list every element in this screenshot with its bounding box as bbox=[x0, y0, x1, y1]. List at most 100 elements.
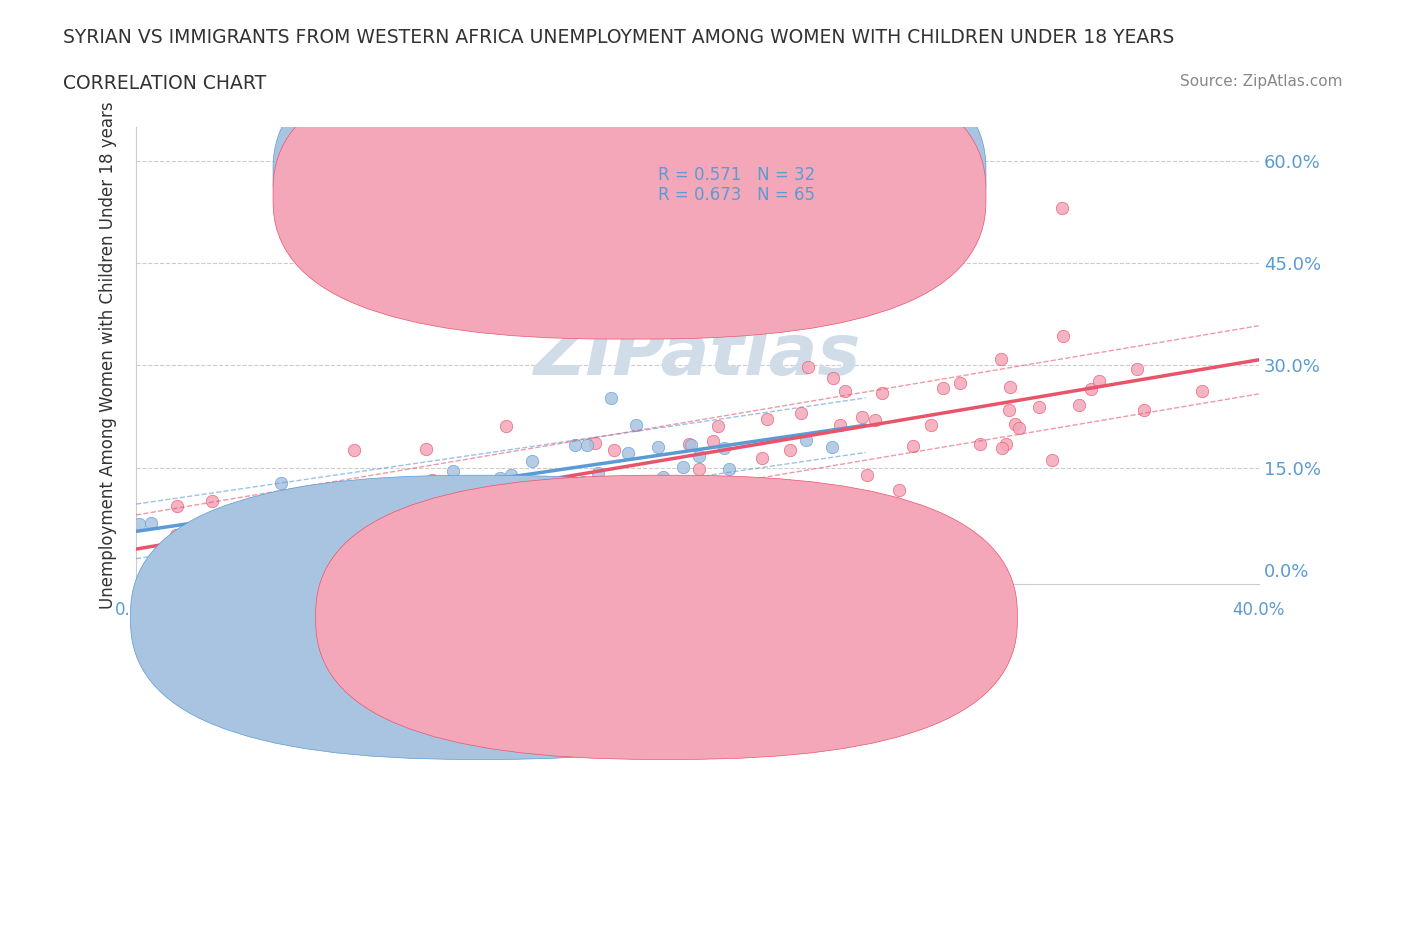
FancyBboxPatch shape bbox=[131, 475, 832, 760]
Point bbox=[828, 418, 851, 432]
Point bbox=[1067, 398, 1090, 413]
Point bbox=[821, 439, 844, 454]
Point bbox=[821, 371, 844, 386]
Point bbox=[707, 418, 730, 433]
FancyBboxPatch shape bbox=[585, 154, 922, 227]
Text: CORRELATION CHART: CORRELATION CHART bbox=[63, 74, 267, 93]
Point bbox=[665, 515, 688, 530]
Point bbox=[969, 437, 991, 452]
Point bbox=[1088, 374, 1111, 389]
Point bbox=[165, 528, 187, 543]
Point bbox=[603, 443, 626, 458]
FancyBboxPatch shape bbox=[273, 51, 986, 339]
Text: R = 0.571   N = 32: R = 0.571 N = 32 bbox=[658, 166, 815, 183]
Point bbox=[796, 360, 818, 375]
Point bbox=[1080, 381, 1102, 396]
Point bbox=[343, 443, 366, 458]
Point bbox=[870, 385, 893, 400]
Point bbox=[190, 534, 212, 549]
Point bbox=[671, 459, 693, 474]
Point bbox=[718, 462, 741, 477]
Point bbox=[643, 511, 665, 525]
FancyBboxPatch shape bbox=[316, 475, 1018, 760]
Point bbox=[688, 462, 710, 477]
Point bbox=[1004, 417, 1026, 432]
Point bbox=[430, 535, 453, 550]
Point bbox=[588, 465, 610, 480]
Point bbox=[166, 499, 188, 514]
Text: 0.0%: 0.0% bbox=[115, 601, 157, 618]
Point bbox=[326, 508, 349, 523]
Point bbox=[851, 409, 873, 424]
Text: R = 0.673   N = 65: R = 0.673 N = 65 bbox=[658, 186, 815, 205]
Point bbox=[995, 437, 1018, 452]
Point bbox=[949, 375, 972, 390]
Point bbox=[1191, 384, 1213, 399]
Point bbox=[683, 493, 706, 508]
Point bbox=[991, 441, 1014, 456]
Point bbox=[307, 558, 329, 573]
Point bbox=[1000, 380, 1022, 395]
Point bbox=[506, 482, 529, 497]
Point bbox=[564, 437, 586, 452]
Point bbox=[583, 436, 606, 451]
Point bbox=[702, 434, 724, 449]
Point bbox=[790, 405, 813, 420]
Point bbox=[482, 507, 505, 522]
FancyBboxPatch shape bbox=[273, 31, 986, 318]
Point bbox=[699, 477, 721, 492]
Point bbox=[550, 484, 572, 498]
Text: Syrians: Syrians bbox=[509, 616, 571, 633]
Point bbox=[572, 474, 595, 489]
Point bbox=[337, 506, 360, 521]
Point bbox=[1126, 362, 1149, 377]
Point bbox=[249, 504, 271, 519]
Point bbox=[1133, 403, 1156, 418]
Point bbox=[575, 437, 598, 452]
Point bbox=[1007, 420, 1029, 435]
Point bbox=[647, 440, 669, 455]
Text: 40.0%: 40.0% bbox=[1233, 601, 1285, 618]
Point bbox=[1052, 328, 1074, 343]
Point bbox=[166, 543, 188, 558]
Point bbox=[599, 391, 621, 405]
Point bbox=[920, 418, 942, 432]
Point bbox=[229, 522, 252, 537]
Point bbox=[651, 470, 673, 485]
Point bbox=[678, 437, 700, 452]
Point bbox=[489, 471, 512, 485]
Y-axis label: Unemployment Among Women with Children Under 18 years: Unemployment Among Women with Children U… bbox=[100, 101, 117, 609]
Point bbox=[474, 513, 496, 528]
Point bbox=[256, 537, 278, 551]
Point bbox=[990, 352, 1012, 366]
Point bbox=[713, 441, 735, 456]
Point bbox=[681, 437, 703, 452]
Point bbox=[998, 402, 1021, 417]
Point bbox=[834, 384, 856, 399]
Point bbox=[1028, 399, 1050, 414]
Point bbox=[495, 418, 517, 433]
Point bbox=[128, 517, 150, 532]
Point bbox=[301, 532, 323, 547]
Point bbox=[201, 494, 224, 509]
Point bbox=[426, 506, 449, 521]
Point bbox=[794, 432, 817, 447]
Point bbox=[887, 483, 910, 498]
Point bbox=[779, 443, 801, 458]
Point bbox=[394, 518, 416, 533]
Point bbox=[415, 442, 437, 457]
Point bbox=[855, 468, 877, 483]
Point bbox=[568, 477, 591, 492]
Point bbox=[751, 450, 773, 465]
Point bbox=[420, 473, 443, 488]
Point bbox=[499, 467, 522, 482]
Point bbox=[901, 439, 924, 454]
Point bbox=[617, 445, 640, 460]
Point bbox=[411, 506, 433, 521]
Point bbox=[932, 380, 955, 395]
Text: Immigrants from Western Africa: Immigrants from Western Africa bbox=[676, 616, 942, 633]
Point bbox=[499, 483, 522, 498]
Point bbox=[1052, 201, 1074, 216]
Point bbox=[141, 516, 163, 531]
Text: Source: ZipAtlas.com: Source: ZipAtlas.com bbox=[1180, 74, 1343, 89]
